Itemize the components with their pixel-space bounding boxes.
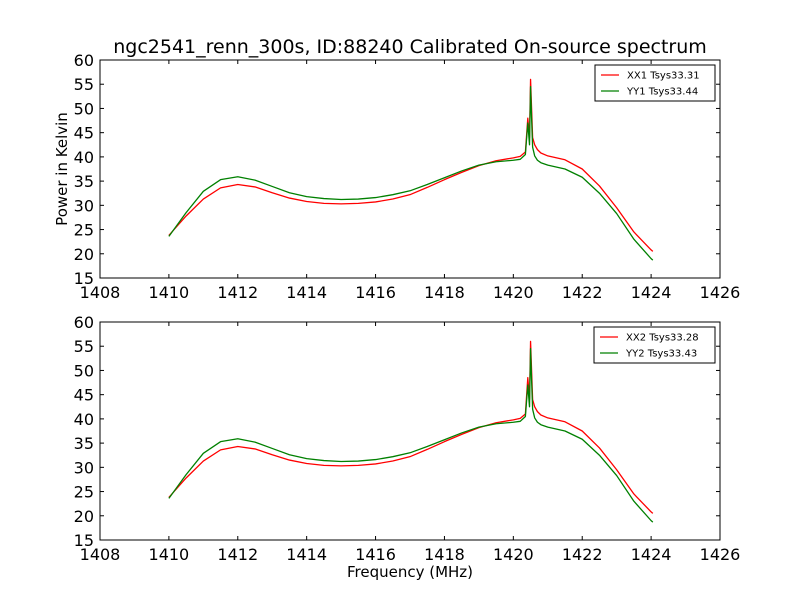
x-tick-label: 1424 [631, 545, 672, 564]
chart-title: ngc2541_renn_300s, ID:88240 Calibrated O… [113, 36, 707, 58]
y-tick-label: 30 [74, 458, 94, 477]
x-tick-label: 1422 [562, 545, 603, 564]
y-tick-label: 50 [74, 99, 94, 118]
y-tick-label: 60 [74, 51, 94, 70]
x-tick-label: 1408 [80, 283, 121, 302]
y-tick-label: 15 [74, 531, 94, 550]
legend-label-2: YY2 Tsys33.43 [625, 349, 697, 360]
x-axis-label: Frequency (MHz) [347, 563, 473, 581]
y-tick-label: 25 [74, 221, 94, 240]
x-tick-label: 1416 [355, 545, 396, 564]
bottom-panel: 1408 1410 1412 1414 1416 1418 1420 1422 1424 1426… [74, 313, 741, 564]
x-tick-label: 1422 [562, 283, 603, 302]
y-tick-label: 45 [74, 386, 94, 405]
x-tick-label: 1418 [424, 545, 465, 564]
series-line-1 [168, 78, 654, 252]
x-tick-label: 1412 [217, 283, 258, 302]
y-tick-label: 40 [74, 410, 94, 429]
x-tick-label: 1412 [217, 545, 258, 564]
series-line-2 [168, 347, 654, 523]
x-tick-label: 1410 [149, 545, 190, 564]
x-tick-label: 1424 [631, 283, 672, 302]
x-tick-label: 1414 [286, 283, 327, 302]
y-tick-label: 35 [74, 172, 94, 191]
legend-label-1: XX2 Tsys33.28 [626, 333, 699, 344]
x-tick-label: 1426 [700, 283, 741, 302]
y-tick-label: 55 [74, 337, 94, 356]
top-panel: 1408 1410 1412 1414 1416 1418 1420 1422 1424 1426… [74, 51, 741, 302]
y-tick-label: 60 [74, 313, 94, 332]
y-axis-label: Power in Kelvin [53, 112, 71, 226]
legend-label-1: XX1 Tsys33.31 [627, 71, 700, 82]
y-tick-label: 35 [74, 434, 94, 453]
y-tick-label: 25 [74, 483, 94, 502]
x-tick-label: 1426 [700, 545, 741, 564]
y-tick-label: 30 [74, 196, 94, 215]
x-tick-label: 1420 [493, 283, 534, 302]
y-tick-label: 45 [74, 124, 94, 143]
series-line-1 [168, 340, 654, 514]
x-tick-label: 1410 [149, 283, 190, 302]
x-tick-label: 1408 [80, 545, 121, 564]
legend-label-2: YY1 Tsys33.44 [626, 87, 698, 98]
y-tick-label: 50 [74, 361, 94, 380]
legend-box [593, 326, 716, 364]
y-tick-label: 20 [74, 245, 94, 264]
legend-box [594, 64, 716, 102]
x-tick-label: 1414 [286, 545, 327, 564]
x-tick-label: 1420 [493, 545, 534, 564]
y-tick-label: 20 [74, 507, 94, 526]
y-tick-label: 55 [74, 75, 94, 94]
x-tick-label: 1418 [424, 283, 465, 302]
y-tick-label: 40 [74, 148, 94, 167]
series-line-2 [168, 85, 654, 261]
y-tick-label: 15 [74, 269, 94, 288]
x-tick-label: 1416 [355, 283, 396, 302]
